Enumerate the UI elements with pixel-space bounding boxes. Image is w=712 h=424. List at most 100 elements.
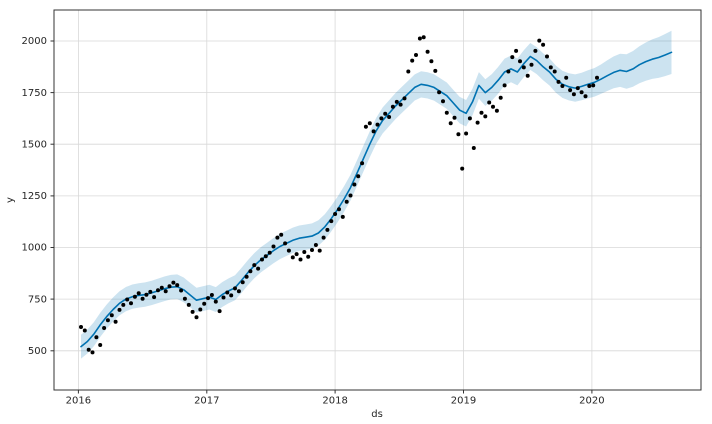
scatter-point (448, 121, 453, 126)
scatter-point (244, 274, 249, 279)
scatter-point (552, 69, 557, 74)
scatter-point (229, 293, 234, 298)
scatter-point (371, 129, 376, 134)
scatter-point (109, 313, 114, 318)
scatter-point (321, 235, 326, 240)
uncertainty-band (81, 30, 672, 359)
scatter-point (510, 55, 515, 60)
scatter-point (498, 95, 503, 100)
scatter-point (390, 104, 395, 109)
y-axis-label: y (5, 197, 16, 203)
scatter-point (568, 88, 573, 93)
scatter-point (333, 212, 338, 216)
scatter-point (464, 131, 469, 136)
y-tick-label: 1000 (22, 243, 47, 254)
scatter-point (518, 59, 522, 64)
scatter-point (521, 65, 526, 70)
scatter-point (186, 302, 191, 307)
scatter-point (502, 83, 507, 88)
scatter-point (429, 59, 434, 64)
scatter-point (175, 283, 180, 288)
scatter-point (344, 199, 349, 204)
scatter-point (313, 243, 318, 247)
scatter-point (117, 307, 122, 312)
scatter-point (479, 110, 484, 115)
y-tick-label: 750 (28, 294, 47, 305)
scatter-point (171, 280, 176, 285)
scatter-point (406, 69, 411, 74)
scatter-point (417, 36, 422, 41)
scatter-point (514, 48, 519, 53)
scatter-point (310, 248, 314, 252)
scatter-point (90, 350, 95, 355)
scatter-point (283, 241, 288, 246)
scatter-point (156, 288, 160, 293)
scatter-point (125, 297, 130, 302)
scatter-point (579, 90, 584, 95)
scatter-point (225, 290, 230, 295)
scatter-point (206, 296, 210, 301)
y-tick-label: 500 (28, 346, 47, 357)
scatter-point (491, 104, 495, 109)
scatter-point (294, 252, 299, 257)
scatter-point (163, 289, 168, 294)
y-tick-label: 1750 (22, 88, 47, 99)
scatter-point (564, 75, 569, 80)
x-tick-label: 2017 (194, 396, 219, 407)
scatter-point (105, 318, 110, 323)
scatter-point (121, 302, 126, 307)
scatter-point (79, 325, 83, 329)
x-tick-label: 2016 (66, 396, 91, 407)
scatter-point (356, 174, 361, 179)
uncertainty-band-area (81, 30, 672, 359)
scatter-point (494, 108, 499, 113)
scatter-point (595, 75, 599, 80)
tick-labels: 2016 2017 2018 2019 2020 500 750 1000 1250 1500 17… (22, 36, 605, 406)
scatter-point (525, 73, 530, 78)
y-tick-label: 1500 (22, 139, 47, 150)
scatter-point (421, 35, 426, 40)
scatter-point (340, 214, 345, 219)
scatter-point (545, 54, 549, 59)
scatter-point (306, 254, 311, 259)
scatter-point (587, 84, 592, 88)
scatter-point (456, 132, 461, 137)
scatter-point (298, 257, 303, 262)
scatter-point (348, 193, 353, 198)
scatter-point (136, 291, 141, 296)
scatter-point (571, 92, 576, 97)
y-tick-label: 2000 (22, 36, 47, 47)
scatter-point (487, 100, 492, 105)
scatter-point (329, 219, 334, 224)
x-tick-label: 2019 (451, 396, 476, 407)
scatter-point (529, 62, 534, 67)
scatter-point (286, 248, 291, 253)
scatter-point (209, 293, 214, 297)
scatter-point (483, 114, 488, 119)
scatter-point (290, 255, 295, 260)
scatter-point (441, 99, 445, 104)
scatter-point (182, 296, 187, 301)
grid-lines (54, 10, 701, 390)
tick-marks (50, 40, 593, 394)
x-axis-label: ds (371, 409, 383, 420)
scatter-point (213, 299, 218, 304)
scatter-point (132, 294, 137, 299)
scatter-point (240, 280, 245, 285)
scatter-point (256, 266, 261, 271)
scatter-point (217, 309, 222, 314)
scatter-point (144, 292, 149, 297)
scatter-point (583, 94, 588, 99)
scatter-point (267, 250, 272, 255)
scatter-point (236, 289, 241, 294)
x-tick-label: 2018 (322, 396, 347, 407)
scatter-point (398, 102, 403, 107)
scatter-point (82, 328, 87, 333)
scatter-point (467, 116, 472, 121)
scatter-point (148, 289, 153, 294)
scatter-point (317, 248, 322, 253)
scatter-point (337, 207, 341, 212)
scatter-point (394, 99, 399, 104)
scatter-point (325, 227, 330, 232)
scatter-point (279, 232, 284, 237)
